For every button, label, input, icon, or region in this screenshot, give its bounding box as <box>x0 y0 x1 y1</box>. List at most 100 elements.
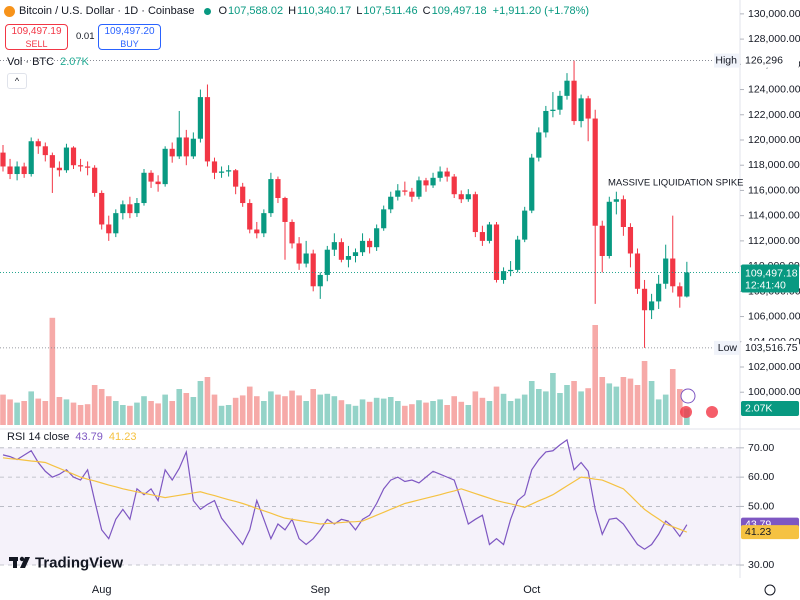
ohlc-key: L <box>356 5 363 17</box>
event-icon[interactable] <box>680 406 692 418</box>
volume-bar <box>56 397 63 425</box>
volume-bar <box>98 389 105 425</box>
volume-bar <box>197 381 204 425</box>
volume-bar <box>190 397 197 425</box>
rsi-legend: RSI 14 close 43.79 41.23 <box>7 431 136 443</box>
volume-bar <box>578 391 584 425</box>
volume-bar <box>113 401 119 425</box>
volume-bar <box>550 373 556 425</box>
event-icon[interactable] <box>680 388 696 404</box>
volume-bar <box>254 396 260 425</box>
y-tick-label: 112,000.00 <box>748 235 800 247</box>
candle-body <box>338 242 344 260</box>
x-tick-label: Aug <box>92 584 112 596</box>
volume-bar <box>359 399 366 425</box>
volume-bar <box>669 369 676 425</box>
candle-body <box>28 141 34 175</box>
volume-bar <box>77 405 84 425</box>
last-price-label: 109,497.18 <box>745 267 798 279</box>
candle-body <box>465 194 471 200</box>
volume-bar <box>592 325 598 425</box>
candle-body <box>247 203 253 230</box>
rsi-value-label: 41.23 <box>745 526 771 538</box>
volume-bar <box>479 397 486 425</box>
candle-body <box>324 249 330 275</box>
settings-icon[interactable] <box>764 584 776 596</box>
candle-body <box>162 148 168 185</box>
volume-bar <box>458 401 465 425</box>
candle-body <box>176 137 182 157</box>
volume-bar <box>218 405 225 425</box>
candle-body <box>620 199 626 228</box>
market-dot <box>204 7 212 15</box>
price-layer <box>0 60 740 349</box>
candle-body <box>578 98 584 122</box>
volume-bar <box>155 403 161 425</box>
btc-icon <box>4 5 15 17</box>
marker-label-box <box>741 340 799 355</box>
volume-bar <box>465 405 472 425</box>
marker-label-box <box>741 53 799 68</box>
volume-bar <box>275 394 281 425</box>
volume-bar <box>634 385 641 425</box>
sell-button[interactable]: 109,497.19 SELL <box>5 24 68 50</box>
candle-body <box>310 253 316 287</box>
ohlc-value: 107,511.46 <box>363 5 418 17</box>
candle-body <box>536 132 542 158</box>
candle-body <box>641 288 648 311</box>
volume-bar <box>451 396 457 425</box>
change: +1,911.20 (+1.78%) <box>492 5 590 17</box>
candle-body <box>254 229 260 234</box>
volume-bar <box>409 404 415 425</box>
candle-body <box>85 166 91 168</box>
annotation: MASSIVE LIQUIDATION SPIKE <box>608 178 744 189</box>
volume-bar <box>35 398 42 425</box>
candle-body <box>183 137 189 157</box>
candle-body <box>444 171 450 177</box>
candle-body <box>557 95 563 110</box>
y-tick-label: 120,000.00 <box>748 134 800 146</box>
volume-bar <box>571 381 577 425</box>
volume-bar <box>486 401 493 425</box>
buy-button[interactable]: 109,497.20 BUY <box>98 24 161 50</box>
volume-bar <box>127 405 133 425</box>
volume-bar <box>564 385 570 425</box>
candle-body <box>416 180 422 197</box>
candle-body <box>169 148 175 157</box>
volume-bar <box>289 390 295 425</box>
volume-bar <box>246 386 253 425</box>
volume-bar <box>162 394 168 425</box>
volume-bar <box>543 391 549 425</box>
volume-bar <box>7 399 13 425</box>
candle-body <box>423 180 429 186</box>
ohlc-value: 107,588.02 <box>228 5 284 17</box>
x-tick-label: Sep <box>310 584 330 596</box>
volume-bar <box>627 378 634 425</box>
candle-body <box>289 221 295 244</box>
buy-label: BUY <box>120 39 139 49</box>
volume-bar <box>585 388 591 425</box>
candle-body <box>282 197 288 222</box>
candle-body <box>14 166 20 175</box>
event-icon[interactable] <box>706 406 718 418</box>
candle-body <box>663 258 669 284</box>
volume-bar <box>0 394 6 425</box>
collapse-button[interactable]: ^ <box>7 73 27 89</box>
volume-bar <box>261 401 267 425</box>
volume-bar <box>402 405 408 425</box>
volume-bar <box>317 394 324 425</box>
candle-body <box>677 286 683 297</box>
candle-body <box>35 141 41 147</box>
candle-body <box>352 252 359 257</box>
logo-mark <box>20 557 30 568</box>
volume-bar <box>655 399 662 425</box>
volume-bar <box>521 394 528 425</box>
y-tick-label: 116,000.00 <box>748 184 800 196</box>
candle-body <box>233 170 239 187</box>
candle-body <box>508 269 514 272</box>
candle-body <box>493 224 500 280</box>
candle-body <box>571 80 577 122</box>
ohlc-value: 110,340.17 <box>297 5 352 17</box>
